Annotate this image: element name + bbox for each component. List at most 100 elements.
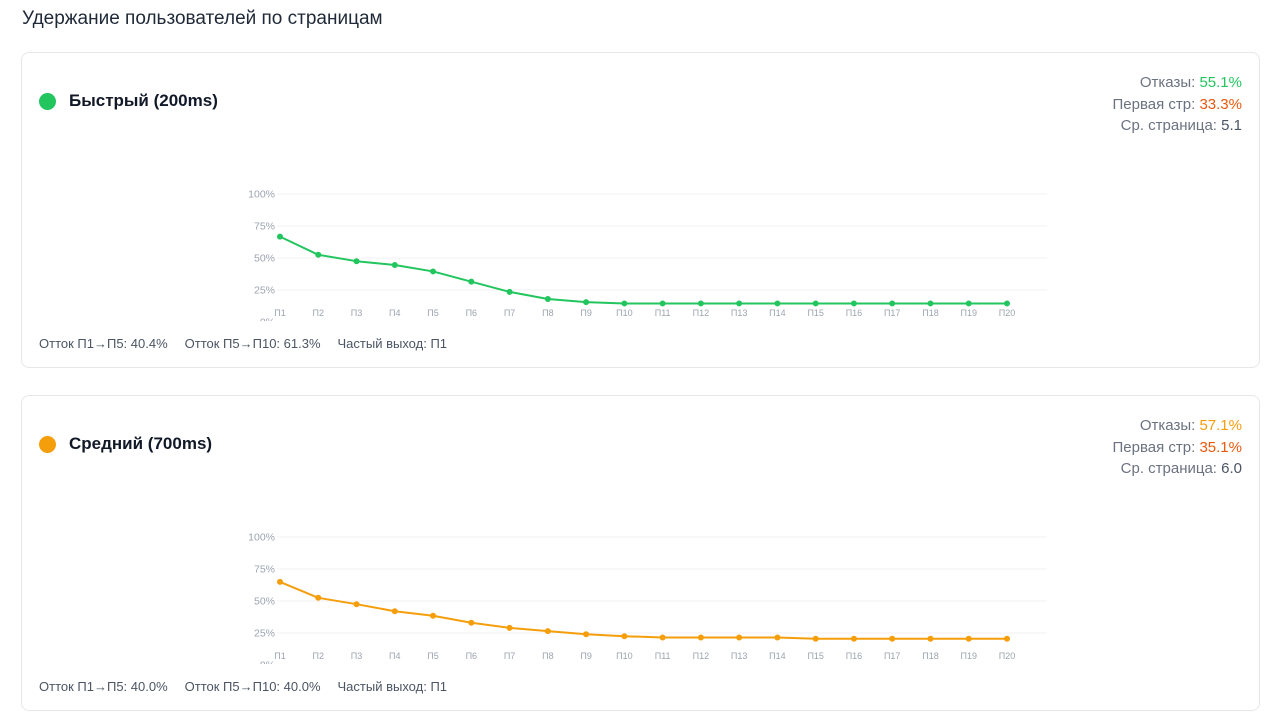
card-footer: Отток П1→П5: 40.4% Отток П5→П10: 61.3% Ч… [39,336,447,351]
series-line [279,235,1007,305]
data-point [277,578,283,585]
churn-p1-p5: Отток П1→П5: 40.4% [39,336,168,351]
x-tick-label: П4 [389,308,400,318]
x-tick-label: П1 [274,651,285,661]
retention-card-fast: Быстрый (200ms) Отказы: 55.1% Первая стр… [21,52,1260,368]
x-tick-label: П9 [580,308,591,318]
avg-page-value: 5.1 [1221,117,1242,134]
data-point [927,635,934,642]
data-point [621,300,628,307]
card-header: Быстрый (200ms) [39,91,218,111]
card-title: Быстрый (200ms) [69,91,218,110]
series-line [279,581,1007,640]
chart-svg: 0% 25% 50% 75% 100% П1 П2 П3 П4 П5 П6 П7 П8 П9 П10 П11 П… [248,532,1047,665]
x-tick-label: П3 [351,651,362,661]
data-point [1004,635,1010,642]
data-point [736,300,743,307]
avg-page-stat: Ср. страница: 6.0 [1113,458,1242,480]
data-point [468,278,475,285]
y-tick-label: 25% [254,628,275,640]
series-color-dot [39,92,56,110]
x-tick-label: П14 [769,651,785,661]
x-tick-label: П5 [427,308,438,318]
data-point [812,635,819,642]
data-point [850,635,857,642]
y-tick-label: 0% [260,660,275,665]
data-point [544,295,551,302]
bounce-label: Отказы: [1139,417,1196,434]
bounce-label: Отказы: [1139,74,1196,91]
first-page-label: Первая стр: [1112,95,1196,113]
x-tick-label: П13 [731,651,747,661]
x-tick-label: П9 [580,651,591,661]
data-point [889,300,896,307]
avg-page-stat: Ср. страница: 5.1 [1113,115,1242,137]
card-title: Средний (700ms) [69,434,213,453]
page-title: Удержание пользователей по страницам [22,8,383,29]
churn-p5-p10: Отток П5→П10: 40.0% [184,679,321,694]
churn-p1-p5: Отток П1→П5: 40.0% [39,679,168,694]
x-tick-label: П6 [466,308,477,318]
x-tick-label: П3 [351,308,362,318]
data-point [965,300,972,307]
data-point [659,300,666,307]
data-point [430,268,437,275]
data-point [774,634,781,641]
data-point [430,612,437,619]
x-tick-label: П19 [960,308,976,318]
x-tick-label: П7 [504,308,515,318]
x-tick-label: П2 [313,651,324,661]
data-point [315,594,322,601]
data-point [812,300,819,307]
data-point [659,634,666,641]
frequent-exit: Частый выход: П1 [337,679,448,694]
y-tick-label: 50% [254,596,275,608]
data-point [468,619,475,626]
x-tick-label: П8 [542,308,553,318]
x-tick-label: П15 [807,651,823,661]
x-tick-label: П1 [274,308,285,318]
x-tick-label: П8 [542,651,553,661]
y-tick-label: 75% [254,221,275,233]
data-point [774,300,781,307]
frequent-exit: Частый выход: П1 [337,336,448,351]
data-point [544,628,551,635]
x-tick-label: П18 [922,308,938,318]
avg-page-label: Ср. страница: [1120,117,1217,134]
first-page-stat: Первая стр: 35.1% [1113,437,1243,459]
data-point [697,634,704,641]
retention-chart: 0% 25% 50% 75% 100% П1 П2 П3 П4 П5 П6 П7 П8 П9 П10 П11 П… [212,524,1052,664]
x-tick-label: П12 [693,308,709,318]
retention-chart: 0% 25% 50% 75% 100% П1 П2 П3 П4 П5 П6 П7 П8 П9 П10 П11 П… [212,181,1052,321]
x-tick-label: П6 [466,651,477,661]
x-tick-label: П7 [504,651,515,661]
bounce-value: 57.1% [1199,417,1242,434]
x-tick-label: П10 [616,651,632,661]
y-tick-label: 0% [260,317,275,322]
x-tick-label: П12 [693,651,709,661]
data-point [315,251,322,258]
avg-page-value: 6.0 [1221,460,1242,477]
data-point [1004,300,1010,307]
y-tick-label: 100% [248,189,275,201]
data-point [506,288,513,295]
data-point [889,635,896,642]
first-page-stat: Первая стр: 33.3% [1113,94,1243,116]
x-tick-label: П15 [807,308,823,318]
y-tick-label: 100% [248,532,275,544]
data-point [697,300,704,307]
x-tick-label: П11 [655,651,671,661]
bounce-stat: Отказы: 57.1% [1113,415,1242,437]
card-stats: Отказы: 57.1% Первая стр: 35.1% Ср. стра… [1113,415,1243,480]
data-point [736,634,743,641]
x-tick-label: П4 [389,651,400,661]
churn-p5-p10: Отток П5→П10: 61.3% [184,336,321,351]
data-point [621,633,628,640]
first-page-label: Первая стр: [1112,438,1196,456]
x-tick-label: П5 [427,651,438,661]
x-tick-label: П18 [922,651,938,661]
data-point [583,631,590,638]
data-point [927,300,934,307]
x-tick-label: П11 [655,308,671,318]
x-tick-label: П19 [960,651,976,661]
